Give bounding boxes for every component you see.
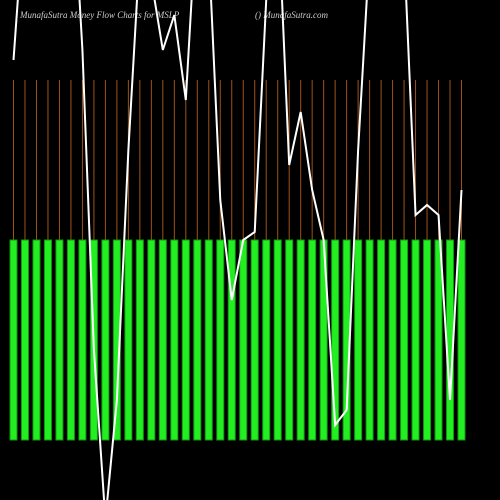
bar bbox=[331, 239, 340, 441]
bar bbox=[388, 239, 397, 441]
bar bbox=[354, 239, 363, 441]
plot bbox=[9, 0, 466, 500]
bar bbox=[411, 239, 420, 441]
bar bbox=[147, 239, 156, 441]
bar bbox=[204, 239, 213, 441]
chart-subtitle: () MunafaSutra.com bbox=[255, 10, 328, 20]
bar bbox=[377, 239, 386, 441]
bar bbox=[400, 239, 409, 441]
bar bbox=[239, 239, 248, 441]
money-flow-line bbox=[12, 0, 463, 500]
bar bbox=[101, 239, 110, 441]
bar bbox=[135, 239, 144, 441]
bar bbox=[216, 239, 225, 441]
bar bbox=[365, 239, 374, 441]
bar bbox=[158, 239, 167, 441]
bar bbox=[457, 239, 466, 441]
bar bbox=[308, 239, 317, 441]
bar bbox=[170, 239, 179, 441]
bar bbox=[32, 239, 41, 441]
bar bbox=[434, 239, 443, 441]
bar bbox=[66, 239, 75, 441]
bar bbox=[273, 239, 282, 441]
bar bbox=[124, 239, 133, 441]
bar bbox=[20, 239, 29, 441]
bar bbox=[181, 239, 190, 441]
bar bbox=[78, 239, 87, 441]
bar bbox=[193, 239, 202, 441]
bar bbox=[285, 239, 294, 441]
bar bbox=[43, 239, 52, 441]
bar bbox=[55, 239, 64, 441]
bar bbox=[423, 239, 432, 441]
bar bbox=[296, 239, 305, 441]
bar bbox=[262, 239, 271, 441]
chart-title: MunafaSutra Money Flow Charts for MSLP bbox=[19, 10, 180, 20]
bar bbox=[250, 239, 259, 441]
bar bbox=[227, 239, 236, 441]
bar bbox=[9, 239, 18, 441]
